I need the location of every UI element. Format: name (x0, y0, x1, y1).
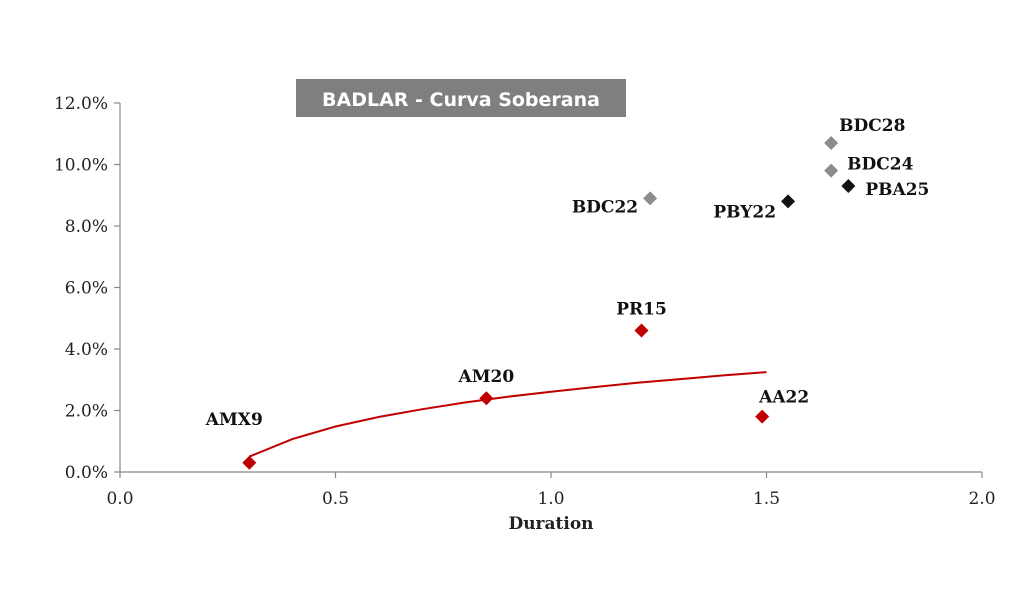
data-point-amx9 (242, 455, 257, 470)
point-label-bdc24: BDC24 (847, 155, 913, 175)
data-point-am20 (479, 391, 494, 406)
x-tick-label: 0.0 (106, 489, 133, 509)
point-label-pby22: PBY22 (713, 202, 776, 222)
point-label-amx9: AMX9 (205, 410, 263, 430)
y-ticks: 0.0% 2.0% 4.0% 6.0% 8.0% 10.0% 12.0% (54, 94, 120, 483)
y-tick-label: 0.0% (65, 463, 108, 483)
x-tick-label: 2.0 (968, 489, 995, 509)
data-point-bdc28 (824, 135, 839, 150)
data-point-pba25 (841, 179, 856, 194)
x-axis-title: Duration (508, 514, 593, 534)
data-point-pby22 (781, 194, 796, 209)
data-point-aa22 (755, 409, 770, 424)
y-tick-label: 4.0% (65, 340, 108, 360)
data-point-pr15 (634, 323, 649, 338)
point-label-bdc28: BDC28 (839, 116, 905, 136)
chart-title-background (296, 79, 626, 117)
point-label-aa22: AA22 (758, 388, 809, 408)
point-label-bdc22: BDC22 (572, 197, 638, 217)
chart-title-box: BADLAR - Curva Soberana (296, 79, 626, 117)
y-tick-label: 2.0% (65, 402, 108, 422)
point-labels: AMX9 AM20 PR15 AA22 BDC22 BDC28 BDC24 PBY22 PBA2… (205, 116, 930, 430)
x-tick-label: 0.5 (322, 489, 349, 509)
y-tick-label: 8.0% (65, 217, 108, 237)
trendline (248, 371, 767, 458)
x-ticks: 0.0 0.5 1.0 1.5 2.0 (106, 472, 996, 509)
x-tick-label: 1.5 (753, 489, 780, 509)
chart-title: BADLAR - Curva Soberana (322, 89, 600, 111)
x-tick-label: 1.0 (537, 489, 564, 509)
y-tick-label: 6.0% (65, 279, 108, 299)
point-label-am20: AM20 (458, 367, 515, 387)
y-tick-label: 10.0% (54, 156, 108, 176)
data-point-bdc24 (824, 163, 839, 178)
point-label-pr15: PR15 (616, 300, 667, 320)
data-point-bdc22 (643, 191, 658, 206)
data-points (242, 135, 856, 470)
point-label-pba25: PBA25 (865, 180, 929, 200)
y-tick-label: 12.0% (54, 94, 108, 114)
